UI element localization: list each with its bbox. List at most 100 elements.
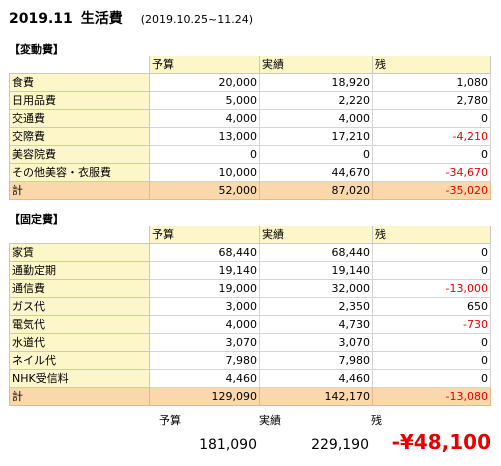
cell-remaining: 0 [372, 261, 491, 280]
row-label: 計 [9, 387, 150, 406]
table-row: NHK受信料 4,460 4,460 0 [9, 369, 491, 388]
column-header-remaining: 残 [372, 56, 491, 74]
variable-heading: 【変動費】 [9, 43, 64, 56]
table-row: 水道代 3,070 3,070 0 [9, 333, 491, 352]
cell-remaining: 0 [372, 109, 491, 128]
row-label: 日用品費 [9, 91, 150, 110]
cell-actual: 32,000 [259, 279, 373, 298]
table-row: 電気代 4,000 4,730 -730 [9, 315, 491, 334]
total-row: 計 52,000 87,020 -35,020 [9, 181, 491, 200]
cell-budget: 68,440 [149, 243, 260, 262]
cell-actual: 17,210 [259, 127, 373, 146]
cell-remaining: -13,000 [372, 279, 491, 298]
fixed-heading: 【固定費】 [9, 213, 64, 226]
grand-total: 予算 実績 残 181,090 229,190 -¥48,100 [9, 412, 494, 466]
cell-budget: 19,000 [149, 279, 260, 298]
column-header-actual: 実績 [259, 226, 373, 244]
header-blank-cell [9, 56, 150, 74]
cell-budget: 10,000 [149, 163, 260, 182]
table-row: ネイル代 7,980 7,980 0 [9, 351, 491, 370]
title-period: (2019.10.25~11.24) [140, 13, 254, 26]
column-header-remaining: 残 [372, 226, 491, 244]
page-title: 2019.11 生活費 (2019.10.25~11.24) [9, 8, 253, 30]
column-header-budget: 予算 [149, 56, 260, 74]
cell-remaining: -34,670 [372, 163, 491, 182]
cell-remaining: 0 [372, 243, 491, 262]
cell-budget: 20,000 [149, 73, 260, 92]
title-month: 2019.11 [9, 11, 73, 27]
cell-actual: 4,460 [259, 369, 373, 388]
cell-actual: 142,170 [259, 387, 373, 406]
cell-budget: 4,460 [149, 369, 260, 388]
grand-remaining-header: 残 [371, 414, 382, 427]
cell-remaining: 2,780 [372, 91, 491, 110]
cell-budget: 129,090 [149, 387, 260, 406]
row-label: ネイル代 [9, 351, 150, 370]
row-label: 交通費 [9, 109, 150, 128]
grand-actual-header: 実績 [259, 414, 281, 427]
title-name: 生活費 [80, 11, 123, 27]
cell-remaining: 1,080 [372, 73, 491, 92]
cell-actual: 3,070 [259, 333, 373, 352]
cell-actual: 4,000 [259, 109, 373, 128]
cell-actual: 0 [259, 145, 373, 164]
table-row: 家賃 68,440 68,440 0 [9, 243, 491, 262]
cell-actual: 7,980 [259, 351, 373, 370]
cell-remaining: 650 [372, 297, 491, 316]
table-row: 交際費 13,000 17,210 -4,210 [9, 127, 491, 146]
cell-actual: 4,730 [259, 315, 373, 334]
table-row: その他美容・衣服費 10,000 44,670 -34,670 [9, 163, 491, 182]
cell-budget: 7,980 [149, 351, 260, 370]
table-row: 日用品費 5,000 2,220 2,780 [9, 91, 491, 110]
cell-remaining: -13,080 [372, 387, 491, 406]
cell-budget: 19,140 [149, 261, 260, 280]
cell-budget: 52,000 [149, 181, 260, 200]
row-label: 家賃 [9, 243, 150, 262]
cell-budget: 5,000 [149, 91, 260, 110]
row-label: 通信費 [9, 279, 150, 298]
row-label: 計 [9, 181, 150, 200]
cell-remaining: 0 [372, 145, 491, 164]
grand-actual-value: 229,190 [311, 437, 369, 453]
cell-remaining: 0 [372, 369, 491, 388]
cell-budget: 4,000 [149, 315, 260, 334]
grand-remaining-value: -¥48,100 [391, 430, 491, 454]
total-row: 計 129,090 142,170 -13,080 [9, 387, 491, 406]
cell-budget: 4,000 [149, 109, 260, 128]
table-row: 美容院費 0 0 0 [9, 145, 491, 164]
cell-actual: 18,920 [259, 73, 373, 92]
row-label: NHK受信料 [9, 369, 150, 388]
row-label: 通勤定期 [9, 261, 150, 280]
table-row: 交通費 4,000 4,000 0 [9, 109, 491, 128]
fixed-expense-table: 予算 実績残家賃 68,440 68,440 0 通勤定期 19,140 19,140 0 通信費… [9, 226, 491, 406]
table-row: 食費 20,000 18,920 1,080 [9, 73, 491, 92]
grand-budget-header: 予算 [159, 414, 181, 427]
header-blank-cell [9, 226, 150, 244]
row-label: ガス代 [9, 297, 150, 316]
cell-actual: 87,020 [259, 181, 373, 200]
row-label: 交際費 [9, 127, 150, 146]
cell-actual: 2,350 [259, 297, 373, 316]
column-header-budget: 予算 [149, 226, 260, 244]
table-row: 通勤定期 19,140 19,140 0 [9, 261, 491, 280]
cell-remaining: -35,020 [372, 181, 491, 200]
table-row: ガス代 3,000 2,350 650 [9, 297, 491, 316]
cell-remaining: -4,210 [372, 127, 491, 146]
row-label: その他美容・衣服費 [9, 163, 150, 182]
cell-budget: 13,000 [149, 127, 260, 146]
row-label: 電気代 [9, 315, 150, 334]
cell-remaining: 0 [372, 333, 491, 352]
row-label: 食費 [9, 73, 150, 92]
row-label: 水道代 [9, 333, 150, 352]
table-row: 通信費 19,000 32,000 -13,000 [9, 279, 491, 298]
cell-actual: 44,670 [259, 163, 373, 182]
cell-remaining: -730 [372, 315, 491, 334]
cell-actual: 2,220 [259, 91, 373, 110]
cell-remaining: 0 [372, 351, 491, 370]
row-label: 美容院費 [9, 145, 150, 164]
grand-budget-value: 181,090 [199, 437, 257, 453]
cell-actual: 19,140 [259, 261, 373, 280]
cell-actual: 68,440 [259, 243, 373, 262]
variable-expense-table: 予算 実績残食費 20,000 18,920 1,080 日用品費 5,000 2,220 2,… [9, 56, 491, 200]
column-header-actual: 実績 [259, 56, 373, 74]
